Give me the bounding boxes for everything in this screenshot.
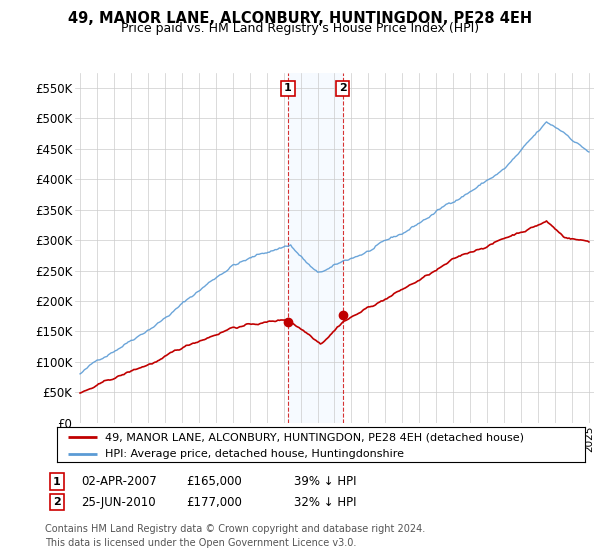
Text: This data is licensed under the Open Government Licence v3.0.: This data is licensed under the Open Gov… [45, 538, 356, 548]
Text: 25-JUN-2010: 25-JUN-2010 [81, 496, 155, 509]
Text: 1: 1 [284, 83, 292, 94]
Text: 2: 2 [53, 497, 61, 507]
Text: £165,000: £165,000 [186, 475, 242, 488]
Text: 39% ↓ HPI: 39% ↓ HPI [294, 475, 356, 488]
Text: Contains HM Land Registry data © Crown copyright and database right 2024.: Contains HM Land Registry data © Crown c… [45, 524, 425, 534]
Text: 1: 1 [53, 477, 61, 487]
Bar [288, 73, 343, 423]
Text: 49, MANOR LANE, ALCONBURY, HUNTINGDON, PE28 4EH: 49, MANOR LANE, ALCONBURY, HUNTINGDON, P… [68, 11, 532, 26]
Text: 32% ↓ HPI: 32% ↓ HPI [294, 496, 356, 509]
Text: 49, MANOR LANE, ALCONBURY, HUNTINGDON, PE28 4EH (detached house): 49, MANOR LANE, ALCONBURY, HUNTINGDON, P… [104, 432, 524, 442]
Text: 02-APR-2007: 02-APR-2007 [81, 475, 157, 488]
Text: HPI: Average price, detached house, Huntingdonshire: HPI: Average price, detached house, Hunt… [104, 449, 404, 459]
Text: Price paid vs. HM Land Registry's House Price Index (HPI): Price paid vs. HM Land Registry's House … [121, 22, 479, 35]
Text: 2: 2 [339, 83, 347, 94]
Text: £177,000: £177,000 [186, 496, 242, 509]
